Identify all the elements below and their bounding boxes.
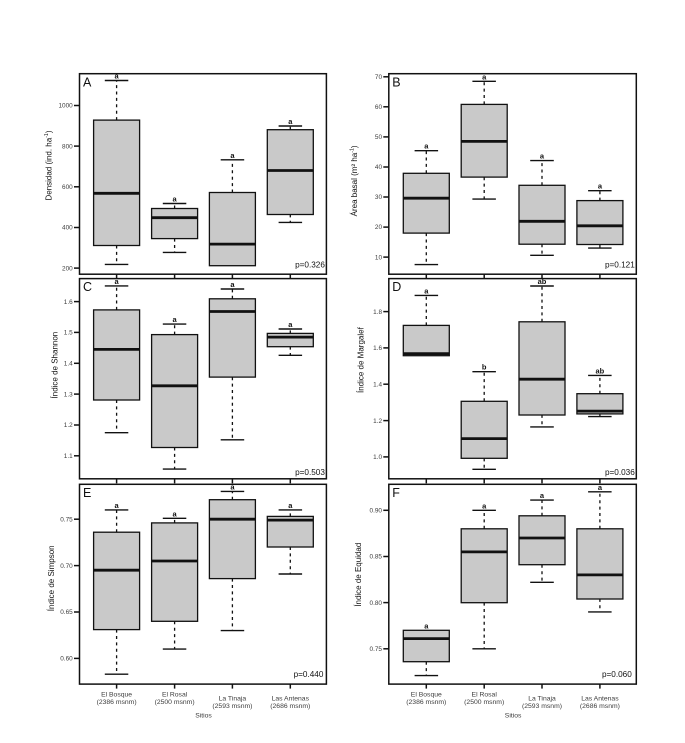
- svg-text:A: A: [83, 75, 92, 89]
- svg-text:1.5: 1.5: [64, 330, 73, 337]
- svg-text:ab: ab: [538, 277, 547, 286]
- svg-text:El Bosque: El Bosque: [411, 692, 442, 699]
- svg-text:a: a: [173, 509, 178, 518]
- svg-text:a: a: [115, 501, 120, 510]
- svg-text:(2500 msnm): (2500 msnm): [464, 699, 504, 706]
- svg-text:800: 800: [62, 143, 73, 150]
- svg-text:1.6: 1.6: [373, 345, 382, 352]
- svg-text:600: 600: [62, 184, 73, 191]
- svg-text:200: 200: [62, 265, 73, 272]
- svg-text:(2386 msnm): (2386 msnm): [406, 699, 446, 706]
- svg-text:0.85: 0.85: [370, 554, 383, 561]
- svg-text:a: a: [230, 151, 235, 160]
- svg-text:(2593 msnm): (2593 msnm): [212, 703, 252, 710]
- svg-text:20: 20: [375, 224, 383, 231]
- svg-text:p=0.440: p=0.440: [294, 670, 324, 679]
- svg-text:(2593 msnm): (2593 msnm): [522, 703, 562, 710]
- svg-text:a: a: [424, 621, 429, 630]
- svg-text:a: a: [598, 483, 603, 492]
- svg-text:p=0.503: p=0.503: [295, 468, 325, 477]
- svg-text:30: 30: [375, 194, 383, 201]
- svg-text:Índice de Equidad: Índice de Equidad: [354, 543, 363, 607]
- svg-text:E: E: [83, 486, 91, 500]
- svg-text:Área basal (m² ha-1): Área basal (m² ha-1): [350, 145, 359, 216]
- svg-text:Las Antenas: Las Antenas: [581, 696, 619, 703]
- svg-text:a: a: [173, 195, 178, 204]
- svg-text:a: a: [540, 491, 545, 500]
- svg-text:1.0: 1.0: [373, 454, 382, 461]
- svg-text:0.75: 0.75: [370, 646, 383, 653]
- svg-text:a: a: [482, 72, 487, 81]
- svg-text:p=0.036: p=0.036: [605, 468, 635, 477]
- svg-text:Índice de Simpson: Índice de Simpson: [47, 545, 56, 611]
- svg-text:0.80: 0.80: [370, 600, 383, 607]
- svg-text:Sitios: Sitios: [505, 712, 522, 719]
- svg-text:B: B: [392, 75, 400, 89]
- svg-text:0.65: 0.65: [60, 609, 73, 616]
- svg-text:El Rosal: El Rosal: [472, 692, 498, 699]
- svg-text:10: 10: [375, 254, 383, 261]
- svg-text:0.90: 0.90: [370, 508, 383, 515]
- svg-text:p=0.326: p=0.326: [295, 260, 325, 269]
- svg-text:50: 50: [375, 134, 383, 141]
- svg-text:a: a: [230, 280, 235, 289]
- svg-text:0.75: 0.75: [60, 516, 73, 523]
- svg-text:a: a: [288, 501, 293, 510]
- svg-text:a: a: [230, 482, 235, 491]
- svg-text:La Tinaja: La Tinaja: [528, 696, 556, 703]
- svg-text:b: b: [482, 363, 487, 372]
- svg-text:a: a: [424, 286, 429, 295]
- svg-text:a: a: [482, 501, 487, 510]
- svg-text:D: D: [392, 280, 401, 294]
- svg-text:a: a: [115, 72, 120, 81]
- svg-text:70: 70: [375, 74, 383, 81]
- svg-text:400: 400: [62, 225, 73, 232]
- svg-text:0.60: 0.60: [60, 656, 73, 663]
- svg-text:a: a: [540, 152, 545, 161]
- svg-text:1.8: 1.8: [373, 309, 382, 316]
- svg-text:Índice de Shannon: Índice de Shannon: [51, 332, 60, 399]
- svg-text:1.4: 1.4: [64, 361, 73, 368]
- svg-text:1.3: 1.3: [64, 391, 73, 398]
- svg-text:1.4: 1.4: [373, 381, 382, 388]
- svg-text:a: a: [288, 320, 293, 329]
- svg-text:(2500 msnm): (2500 msnm): [155, 699, 195, 706]
- svg-text:ab: ab: [596, 366, 605, 375]
- svg-text:a: a: [173, 315, 178, 324]
- svg-text:Las Antenas: Las Antenas: [272, 696, 310, 703]
- svg-text:a: a: [424, 142, 429, 151]
- svg-text:El Bosque: El Bosque: [101, 692, 132, 699]
- svg-text:F: F: [392, 486, 400, 500]
- svg-text:1.6: 1.6: [64, 299, 73, 306]
- svg-text:p=0.060: p=0.060: [602, 670, 632, 679]
- svg-text:(2686 msnm): (2686 msnm): [270, 703, 310, 710]
- svg-text:60: 60: [375, 104, 383, 111]
- svg-text:El Rosal: El Rosal: [162, 692, 188, 699]
- svg-text:C: C: [83, 280, 92, 294]
- svg-text:a: a: [288, 117, 293, 126]
- svg-text:40: 40: [375, 164, 383, 171]
- svg-text:0.70: 0.70: [60, 563, 73, 570]
- svg-text:Densidad (ind. ha-1): Densidad (ind. ha-1): [44, 130, 53, 200]
- svg-text:La Tinaja: La Tinaja: [219, 696, 247, 703]
- svg-text:Sitios: Sitios: [195, 712, 212, 719]
- svg-text:1.1: 1.1: [64, 453, 73, 460]
- svg-text:(2686 msnm): (2686 msnm): [580, 703, 620, 710]
- svg-text:1000: 1000: [58, 103, 73, 110]
- svg-text:a: a: [115, 277, 120, 286]
- svg-text:p=0.121: p=0.121: [605, 260, 635, 269]
- svg-text:1.2: 1.2: [64, 422, 73, 429]
- svg-text:(2386 msnm): (2386 msnm): [97, 699, 137, 706]
- svg-text:a: a: [598, 182, 603, 191]
- svg-text:Índice de Margalef: Índice de Margalef: [356, 326, 365, 393]
- svg-text:1.2: 1.2: [373, 418, 382, 425]
